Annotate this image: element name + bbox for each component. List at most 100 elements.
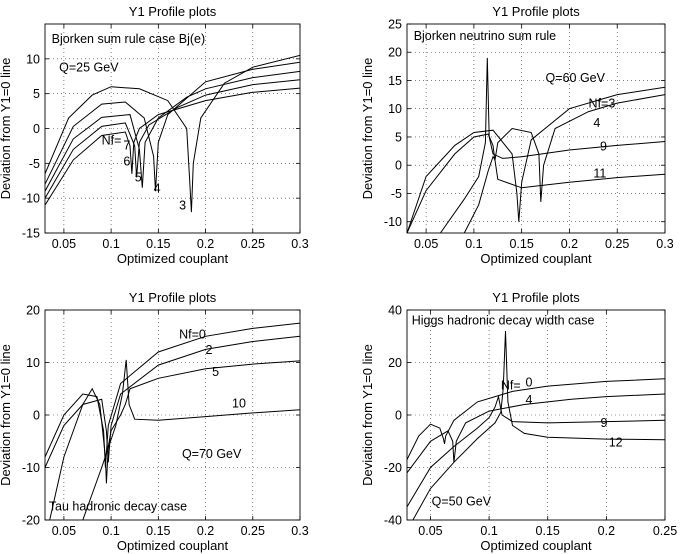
y-tick-label: 5 — [395, 130, 402, 144]
chart-title: Y1 Profile plots — [129, 4, 217, 19]
x-axis-label: Optimized couplant — [480, 538, 592, 553]
x-tick-label: 0.3 — [656, 237, 673, 251]
y-tick-label: -10 — [22, 192, 40, 206]
series-line-nf-5 — [45, 70, 300, 192]
y-tick-label: 10 — [26, 356, 40, 370]
series-line-nf-9 — [407, 394, 665, 508]
annotation-label: 2 — [206, 343, 213, 357]
plot-frame — [406, 23, 666, 234]
annotation-label: 9 — [601, 416, 608, 430]
y-tick-label: -15 — [22, 227, 40, 241]
series-line-nf-0 — [45, 322, 300, 468]
y-tick-label: 10 — [26, 52, 40, 66]
x-tick-label: 0.25 — [241, 237, 265, 251]
annotation-label: Bjorken neutrino sum rule — [414, 29, 556, 43]
series-group — [407, 57, 665, 233]
x-tick-label: 0.2 — [561, 237, 578, 251]
y-tick-label: 20 — [388, 356, 402, 370]
series-line-nf-2 — [45, 335, 300, 468]
annotation-label: 12 — [609, 436, 623, 450]
x-tick-label: 0.15 — [536, 524, 560, 538]
annotation-label: 4 — [593, 116, 600, 130]
x-tick-label: 0.1 — [480, 524, 497, 538]
y-axis-label: Deviation from Y1=0 line — [0, 344, 13, 486]
y-tick-label: 40 — [388, 304, 402, 318]
x-tick-label: 0.1 — [102, 237, 119, 251]
y-tick-label: -5 — [391, 187, 402, 201]
y-tick-label: 0 — [395, 159, 402, 173]
series-line-nf-4 — [407, 393, 665, 474]
x-axis-label: Optimized couplant — [117, 538, 229, 553]
x-tick-label: 0.1 — [102, 524, 119, 538]
x-tick-label: 0.2 — [598, 524, 615, 538]
x-tick-label: 0.25 — [241, 524, 265, 538]
x-tick-label: 0.05 — [52, 524, 76, 538]
series-line-nf-3 — [407, 86, 665, 233]
annotation-label: 7 — [123, 138, 130, 152]
series-line-nf-4 — [45, 61, 300, 192]
y-tick-label: -40 — [384, 514, 402, 528]
x-tick-label: 0.2 — [197, 237, 214, 251]
y-tick-label: -10 — [22, 461, 40, 475]
x-axis-label: Optimized couplant — [117, 251, 229, 266]
series-group — [45, 54, 300, 213]
panel-bjorken-sum-rule: 0.05 0.1 0.15 0.2 0.25 0.3 -15 -10 -5 0 5 10 Y1 Prof… — [0, 4, 309, 266]
y-tick-label: -20 — [22, 514, 40, 528]
annotation-label: 11 — [593, 167, 606, 181]
series-line-nf-10 — [82, 359, 300, 520]
x-tick-label: 0.25 — [605, 237, 629, 251]
panel-tau-hadronic-decay: 0.05 0.1 0.15 0.2 0.25 0.3 -20 -10 0 10 20 Y1 Profi… — [0, 290, 309, 553]
y-axis-label: Deviation from Y1=0 line — [360, 344, 375, 486]
annotation-label: Q=25 GeV — [59, 60, 119, 74]
series-line-nf-7 — [45, 87, 300, 206]
annotation-label: 3 — [179, 198, 186, 212]
y-tick-label: 20 — [26, 304, 40, 318]
annotation-label: 4 — [525, 393, 532, 407]
x-tick-label: 0.2 — [197, 524, 214, 538]
x-tick-label: 0.15 — [146, 524, 170, 538]
chart-title: Y1 Profile plots — [492, 290, 580, 305]
x-axis-label: Optimized couplant — [480, 251, 592, 266]
x-tick-label: 0.05 — [414, 237, 438, 251]
series-line-nf-3 — [45, 54, 300, 213]
series-group — [407, 330, 665, 520]
series-line-nf-11 — [463, 155, 665, 233]
annotation-label: Q=50 GeV — [432, 495, 492, 509]
y-tick-label: -5 — [29, 157, 40, 171]
annotation-label: 9 — [600, 140, 607, 154]
annotation-label: Q=60 GeV — [546, 71, 606, 85]
y-tick-label: 25 — [388, 18, 402, 32]
panel-bjorken-neutrino-sum-rule: 0.05 0.1 0.15 0.2 0.25 0.3 -10 -5 0 5 10 15 20 25 Y1 P… — [360, 4, 674, 266]
annotation-label: 4 — [154, 182, 161, 196]
annotation-label: Nf= — [102, 134, 122, 148]
annotation-label: Higgs hadronic decay width case — [412, 313, 595, 327]
series-line-nf-0 — [407, 378, 665, 460]
x-tick-label: 0.15 — [146, 237, 170, 251]
annotation-label: Bjorken sum rule case Bj(e) — [52, 32, 206, 46]
series-line-nf-6 — [45, 79, 300, 199]
y-tick-label: 15 — [388, 74, 402, 88]
x-tick-label: 0.05 — [52, 237, 76, 251]
y-tick-label: 10 — [388, 102, 402, 116]
annotation-label: Nf=0 — [179, 327, 206, 341]
series-line-nf-12 — [412, 330, 665, 520]
annotation-label: Nf=3 — [589, 97, 616, 111]
x-tick-label: 0.3 — [291, 524, 308, 538]
annotation-label: 5 — [135, 170, 142, 184]
series-group — [45, 322, 300, 520]
y-tick-label: -10 — [384, 215, 402, 229]
y-tick-label: 5 — [33, 87, 40, 101]
x-tick-label: 0.1 — [465, 237, 482, 251]
annotation-label: 10 — [232, 397, 246, 411]
annotation-label: Q=70 GeV — [182, 447, 242, 461]
annotation-label: 6 — [123, 154, 130, 168]
x-tick-label: 0.25 — [653, 524, 677, 538]
y-axis-label: Deviation from Y1=0 line — [0, 58, 13, 200]
annotation-label: 5 — [212, 365, 219, 379]
series-line-nf-5 — [49, 360, 300, 520]
chart-title: Y1 Profile plots — [492, 4, 580, 19]
y-axis-label: Deviation from Y1=0 line — [360, 58, 375, 200]
y-tick-label: 20 — [388, 46, 402, 60]
